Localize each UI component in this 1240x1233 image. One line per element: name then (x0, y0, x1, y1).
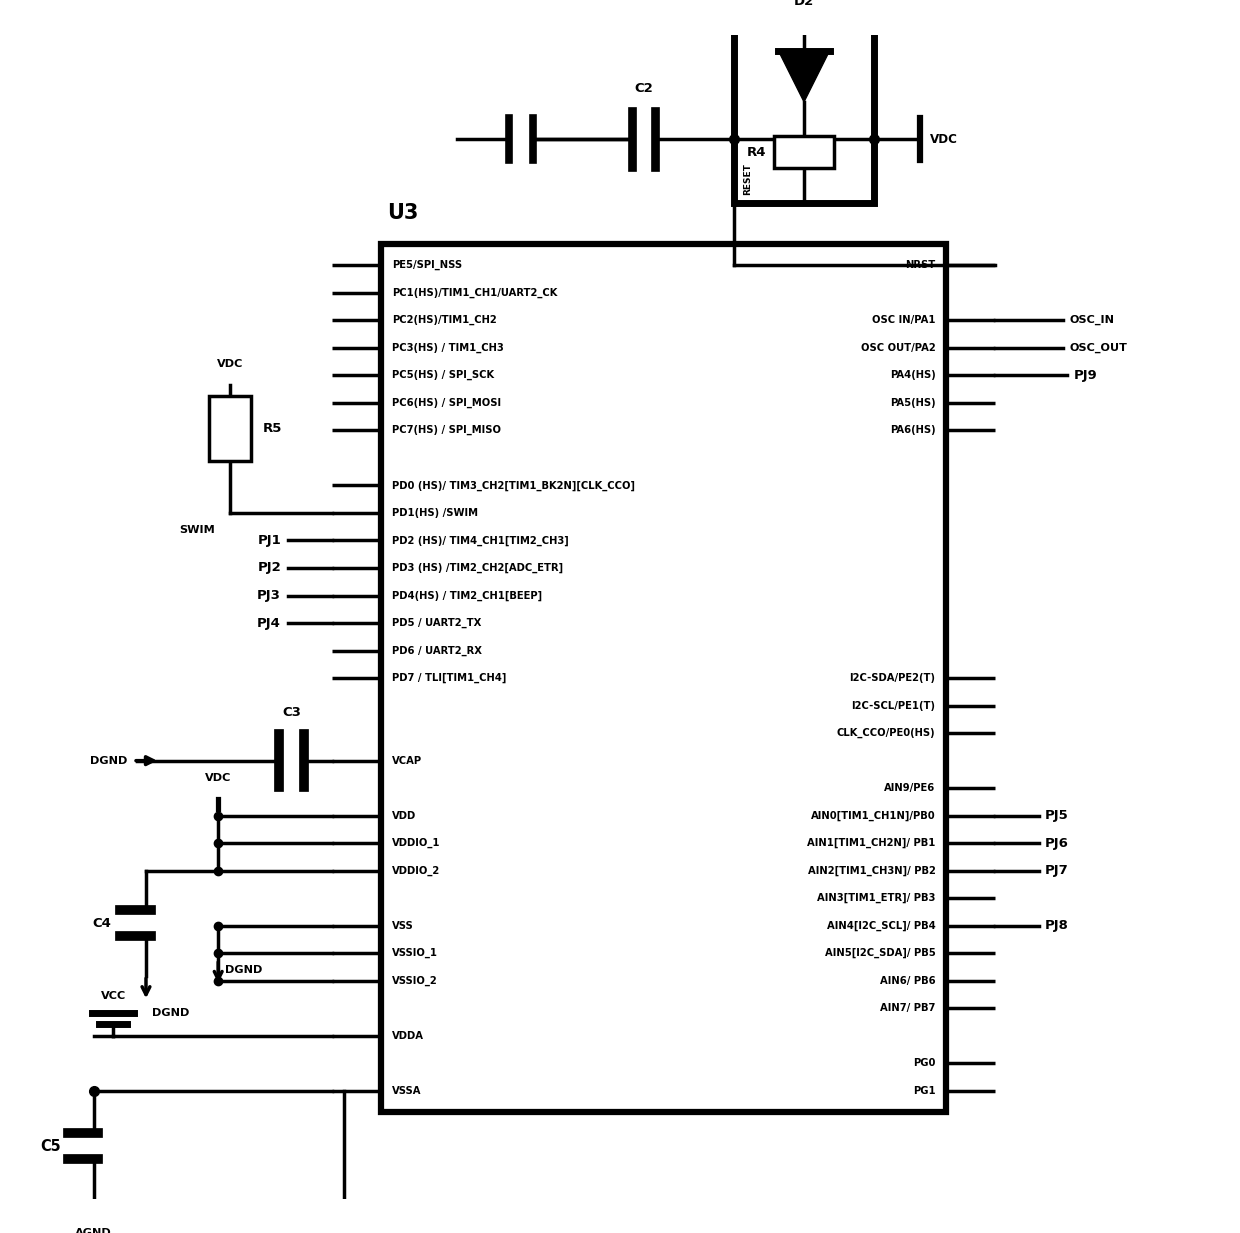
Text: C4: C4 (92, 916, 112, 930)
Text: VSSIO_1: VSSIO_1 (392, 948, 438, 958)
Text: DGND: DGND (91, 756, 128, 766)
Text: PA5(HS): PA5(HS) (890, 398, 936, 408)
Text: PG0: PG0 (913, 1058, 936, 1069)
Text: PC2(HS)/TIM1_CH2: PC2(HS)/TIM1_CH2 (392, 316, 496, 326)
Text: C2: C2 (634, 83, 652, 95)
Bar (734, 22, 874, 202)
Text: PE5/SPI_NSS: PE5/SPI_NSS (392, 260, 461, 270)
Text: PD4(HS) / TIM2_CH1[BEEP]: PD4(HS) / TIM2_CH1[BEEP] (392, 591, 542, 600)
Text: PD3 (HS) /TIM2_CH2[ADC_ETR]: PD3 (HS) /TIM2_CH2[ADC_ETR] (392, 562, 563, 573)
Text: R4: R4 (748, 145, 766, 159)
Text: VSS: VSS (392, 921, 413, 931)
Bar (774, 136, 835, 169)
Text: PA4(HS): PA4(HS) (890, 370, 936, 380)
Text: PC1(HS)/TIM1_CH1/UART2_CK: PC1(HS)/TIM1_CH1/UART2_CK (392, 287, 557, 298)
Text: AIN5[I2C_SDA]/ PB5: AIN5[I2C_SDA]/ PB5 (825, 948, 936, 958)
Text: NRST: NRST (905, 260, 936, 270)
Text: AGND: AGND (76, 1228, 112, 1233)
Text: VDD: VDD (392, 811, 415, 821)
Text: D2: D2 (794, 0, 815, 9)
Text: PC3(HS) / TIM1_CH3: PC3(HS) / TIM1_CH3 (392, 343, 503, 353)
Text: PA6(HS): PA6(HS) (890, 425, 936, 435)
Text: VDC: VDC (217, 359, 243, 369)
Text: PG1: PG1 (913, 1086, 936, 1096)
Polygon shape (779, 51, 830, 102)
Text: PC5(HS) / SPI_SCK: PC5(HS) / SPI_SCK (392, 370, 494, 381)
Text: I2C-SCL/PE1(T): I2C-SCL/PE1(T) (852, 700, 936, 710)
Text: AIN6/ PB6: AIN6/ PB6 (880, 975, 936, 986)
Text: AIN0[TIM1_CH1N]/PB0: AIN0[TIM1_CH1N]/PB0 (811, 810, 936, 821)
Text: PJ9: PJ9 (1074, 369, 1097, 382)
Text: AIN3[TIM1_ETR]/ PB3: AIN3[TIM1_ETR]/ PB3 (817, 893, 936, 904)
Text: OSC OUT/PA2: OSC OUT/PA2 (861, 343, 936, 353)
Text: AIN4[I2C_SCL]/ PB4: AIN4[I2C_SCL]/ PB4 (827, 921, 936, 931)
Text: VDC: VDC (205, 773, 232, 783)
Text: C5: C5 (41, 1139, 61, 1154)
Text: OSC IN/PA1: OSC IN/PA1 (872, 316, 936, 326)
Text: R5: R5 (263, 422, 281, 435)
Text: OSC_IN: OSC_IN (1070, 316, 1115, 326)
Text: VDC: VDC (930, 133, 957, 145)
Text: VSSA: VSSA (392, 1086, 422, 1096)
Text: VDDIO_2: VDDIO_2 (392, 866, 440, 875)
Bar (208, 397, 250, 460)
Text: CLK_CCO/PE0(HS): CLK_CCO/PE0(HS) (837, 727, 936, 739)
Text: PD7 / TLI[TIM1_CH4]: PD7 / TLI[TIM1_CH4] (392, 673, 506, 683)
Bar (381, 244, 946, 1112)
Text: DGND: DGND (226, 965, 263, 975)
Text: AIN1[TIM1_CH2N]/ PB1: AIN1[TIM1_CH2N]/ PB1 (807, 838, 936, 848)
Text: DGND: DGND (151, 1009, 190, 1018)
Text: PD2 (HS)/ TIM4_CH1[TIM2_CH3]: PD2 (HS)/ TIM4_CH1[TIM2_CH3] (392, 535, 568, 545)
Text: PJ6: PJ6 (1045, 837, 1069, 850)
Text: PJ1: PJ1 (258, 534, 281, 547)
Text: I2C-SDA/PE2(T): I2C-SDA/PE2(T) (849, 673, 936, 683)
Text: PJ8: PJ8 (1045, 920, 1069, 932)
Text: VCC: VCC (100, 991, 126, 1001)
Text: PD6 / UART2_RX: PD6 / UART2_RX (392, 645, 481, 656)
Text: PC6(HS) / SPI_MOSI: PC6(HS) / SPI_MOSI (392, 398, 501, 408)
Text: PD0 (HS)/ TIM3_CH2[TIM1_BK2N][CLK_CCO]: PD0 (HS)/ TIM3_CH2[TIM1_BK2N][CLK_CCO] (392, 481, 635, 491)
Text: PJ7: PJ7 (1045, 864, 1069, 877)
Text: SWIM: SWIM (179, 524, 215, 535)
Text: PD1(HS) /SWIM: PD1(HS) /SWIM (392, 508, 477, 518)
Text: U3: U3 (387, 203, 418, 223)
Text: AIN7/ PB7: AIN7/ PB7 (880, 1004, 936, 1014)
Text: PD5 / UART2_TX: PD5 / UART2_TX (392, 618, 481, 628)
Text: PJ4: PJ4 (257, 616, 281, 630)
Text: VCAP: VCAP (392, 756, 422, 766)
Text: VDDA: VDDA (392, 1031, 424, 1041)
Text: AIN9/PE6: AIN9/PE6 (884, 783, 936, 793)
Text: PJ2: PJ2 (258, 561, 281, 575)
Text: RESET: RESET (744, 163, 753, 195)
Text: OSC_OUT: OSC_OUT (1070, 343, 1127, 353)
Text: AIN2[TIM1_CH3N]/ PB2: AIN2[TIM1_CH3N]/ PB2 (807, 866, 936, 875)
Text: PJ3: PJ3 (257, 589, 281, 602)
Text: VSSIO_2: VSSIO_2 (392, 975, 438, 986)
Text: C3: C3 (283, 705, 301, 719)
Text: PC7(HS) / SPI_MISO: PC7(HS) / SPI_MISO (392, 425, 501, 435)
Text: PJ5: PJ5 (1045, 809, 1069, 822)
Text: VDDIO_1: VDDIO_1 (392, 838, 440, 848)
